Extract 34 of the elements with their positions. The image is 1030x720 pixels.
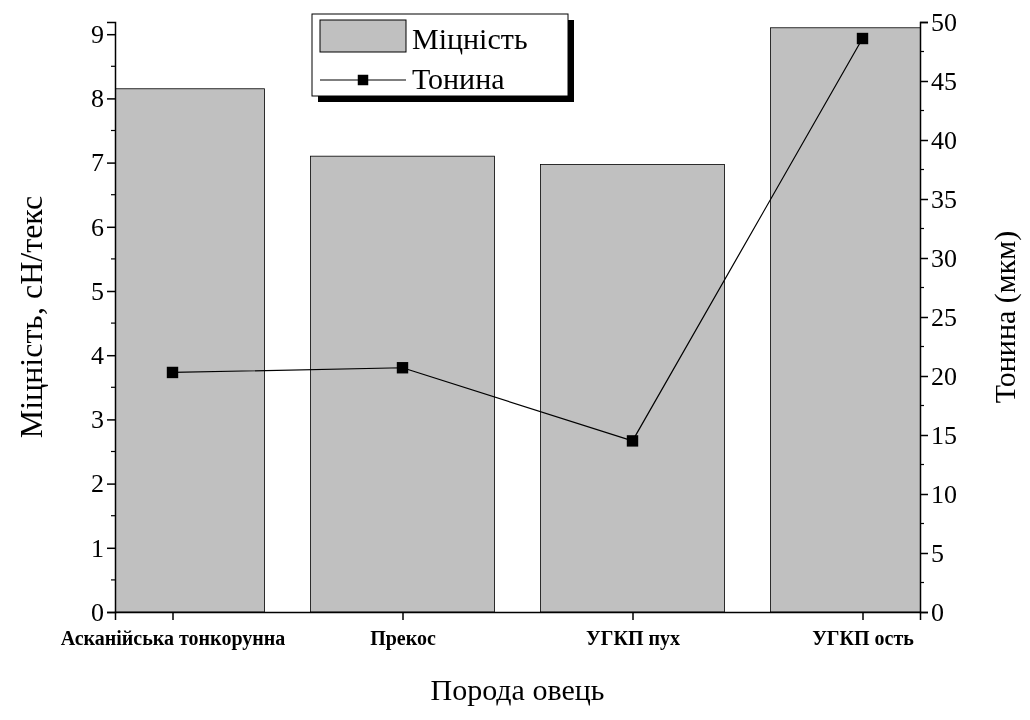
y-tick-label: 0 — [91, 597, 104, 627]
y2-tick-label: 15 — [931, 420, 957, 450]
y2-tick-label: 5 — [931, 538, 944, 568]
y2-tick-label: 25 — [931, 302, 957, 332]
y2-tick-label: 30 — [931, 243, 957, 273]
y2-tick-label: 20 — [931, 361, 957, 391]
point — [166, 366, 179, 379]
y2-tick-label: 35 — [931, 184, 957, 214]
y2-tick-label: 40 — [931, 125, 957, 155]
point — [626, 435, 639, 447]
y2-axis-title: Тонина (мкм) — [988, 230, 1022, 404]
legend-label: Міцність — [412, 22, 528, 55]
y-tick-label: 4 — [91, 341, 104, 371]
y-tick-label: 8 — [91, 84, 104, 114]
x-tick-label: УГКП пух — [586, 627, 680, 650]
y2-tick-label: 50 — [931, 7, 957, 37]
x-tick-label: Асканійська тонкорунна — [60, 627, 286, 650]
y2-tick-label: 45 — [931, 66, 957, 96]
y-axis-title: Міцність, сН/текс — [13, 195, 49, 439]
y-tick-label: 5 — [91, 276, 104, 306]
x-axis-title: Порода овець — [430, 673, 605, 706]
point — [856, 32, 869, 45]
y2-tick-label: 0 — [931, 597, 944, 627]
x-tick-label: Прекос — [370, 627, 436, 650]
point — [396, 362, 409, 374]
y-tick-label: 2 — [91, 469, 104, 499]
y2-tick-label: 10 — [931, 479, 957, 509]
legend-label: Тонина — [412, 62, 505, 95]
y-tick-label: 7 — [91, 148, 104, 178]
y-tick-label: 1 — [91, 533, 104, 563]
y-tick-label: 9 — [91, 20, 104, 50]
y-tick-label: 3 — [91, 405, 104, 435]
x-tick-label: УГКП ость — [812, 627, 915, 649]
y-tick-label: 6 — [91, 212, 104, 242]
